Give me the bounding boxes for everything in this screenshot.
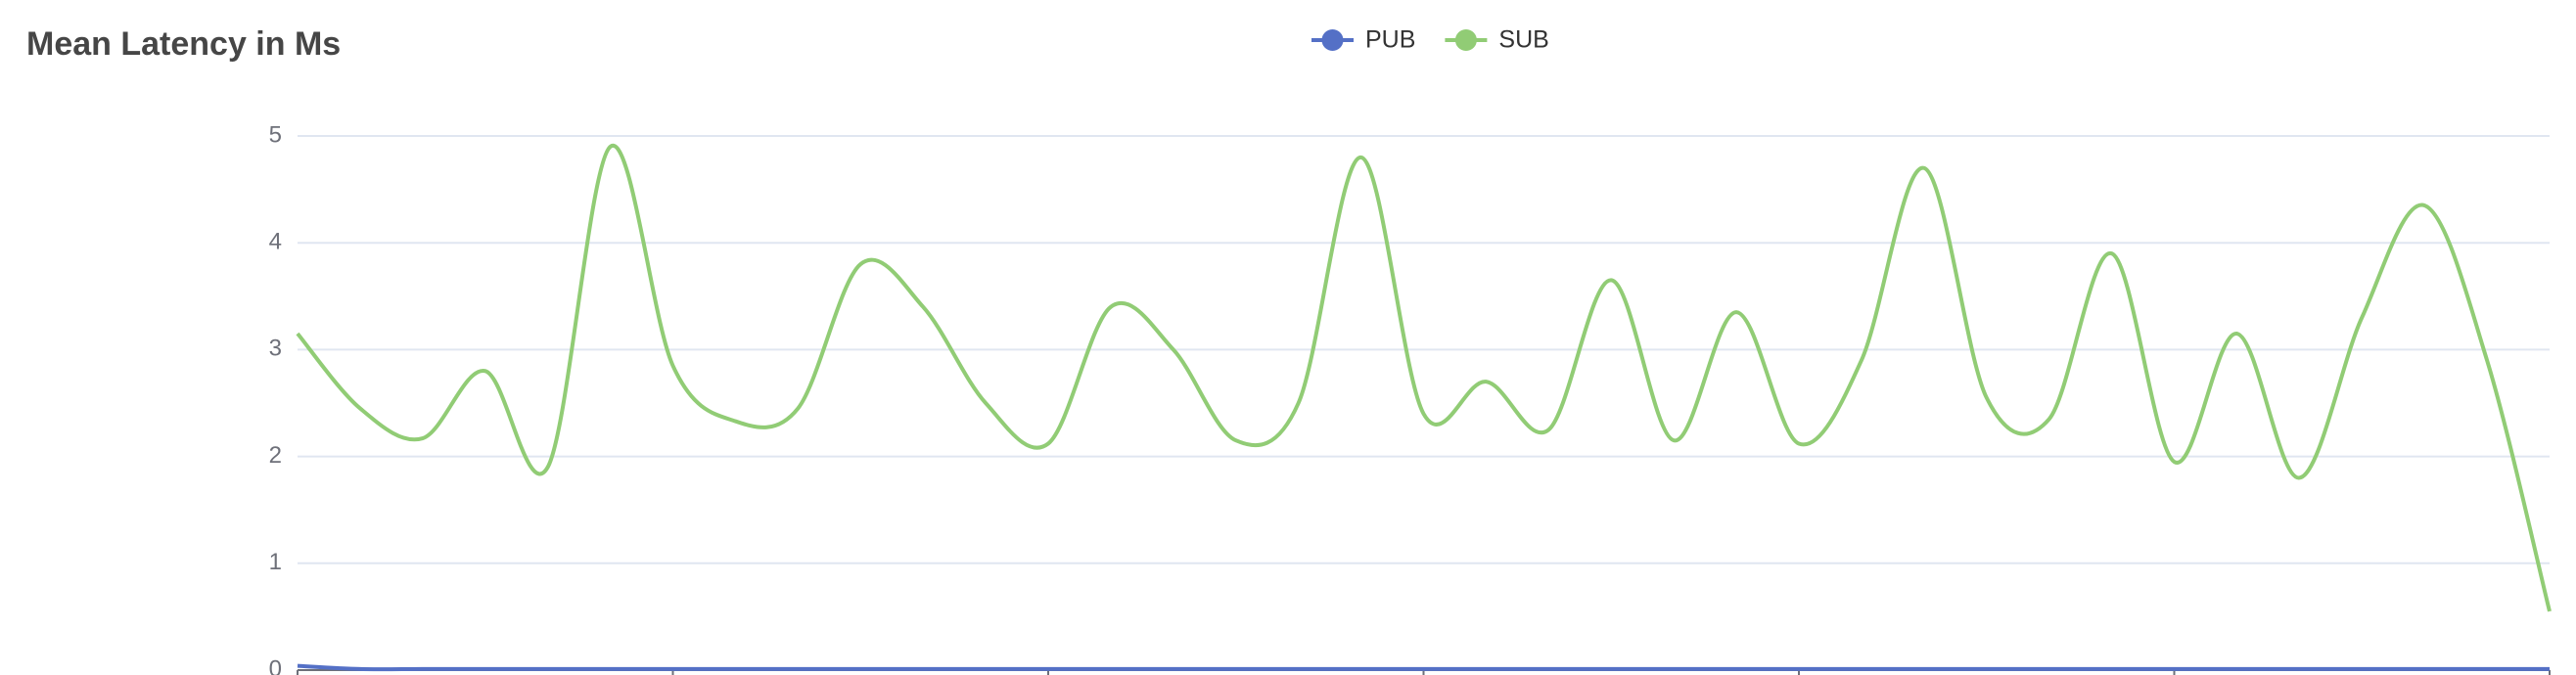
series-line (296, 143, 2552, 612)
legend-symbol (1454, 29, 1477, 51)
y-tick-label: 4 (269, 229, 282, 255)
y-tick-label: 0 (269, 655, 282, 675)
legend-label: PUB (1365, 26, 1415, 54)
series-line (297, 663, 2550, 672)
y-tick-label: 1 (269, 549, 282, 575)
y-tick-label: 2 (269, 442, 282, 469)
chart-title: Mean Latency in Ms (26, 25, 341, 63)
legend-symbol (1321, 29, 1344, 51)
y-tick-label: 5 (269, 121, 282, 148)
y-tick-label: 3 (269, 336, 282, 362)
legend-label: SUB (1498, 26, 1548, 54)
